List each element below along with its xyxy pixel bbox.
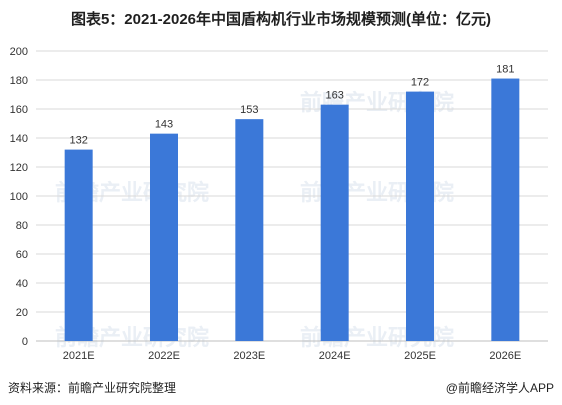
y-tick-label: 120 bbox=[10, 162, 28, 174]
y-tick-label: 0 bbox=[22, 336, 28, 348]
data-label: 163 bbox=[325, 90, 343, 102]
y-tick-label: 40 bbox=[16, 278, 28, 290]
y-tick-label: 100 bbox=[10, 191, 28, 203]
bar bbox=[406, 91, 434, 341]
data-labels: 132 143 153 163 172 181 bbox=[69, 64, 514, 147]
data-label: 143 bbox=[155, 119, 173, 131]
bar bbox=[150, 133, 178, 341]
bar bbox=[491, 78, 520, 342]
bars bbox=[64, 78, 520, 342]
bar bbox=[320, 104, 349, 342]
x-tick-label: 2022E bbox=[148, 350, 180, 362]
x-tick-label: 2025E bbox=[404, 350, 436, 362]
x-tick-label: 2024E bbox=[319, 350, 351, 362]
y-tick-label: 140 bbox=[10, 133, 28, 145]
y-tick-label: 200 bbox=[10, 46, 28, 58]
credit-note: @前瞻经济学人APP bbox=[445, 381, 554, 395]
y-tick-label: 160 bbox=[10, 104, 28, 116]
x-tick-label: 2023E bbox=[233, 350, 265, 362]
y-tick-label: 60 bbox=[16, 249, 28, 261]
chart-title: 图表5：2021-2026年中国盾构机行业市场规模预测(单位：亿元) bbox=[70, 11, 492, 28]
data-label: 132 bbox=[69, 135, 87, 147]
x-tick-label: 2021E bbox=[63, 350, 95, 362]
data-label: 153 bbox=[240, 104, 258, 116]
bar bbox=[64, 149, 93, 341]
gridlines bbox=[36, 50, 548, 342]
data-label: 172 bbox=[411, 77, 429, 89]
data-label: 181 bbox=[496, 64, 514, 76]
source-note: 资料来源：前瞻产业研究院整理 bbox=[8, 381, 177, 395]
y-tick-label: 80 bbox=[16, 220, 28, 232]
y-axis-ticks: 0 20 40 60 80 100 120 140 160 180 200 bbox=[10, 46, 28, 348]
y-tick-label: 20 bbox=[16, 307, 28, 319]
bar bbox=[235, 119, 264, 342]
x-tick-label: 2026E bbox=[489, 350, 521, 362]
y-tick-label: 180 bbox=[10, 75, 28, 87]
x-axis-ticks: 2021E 2022E 2023E 2024E 2025E 2026E bbox=[63, 350, 521, 362]
